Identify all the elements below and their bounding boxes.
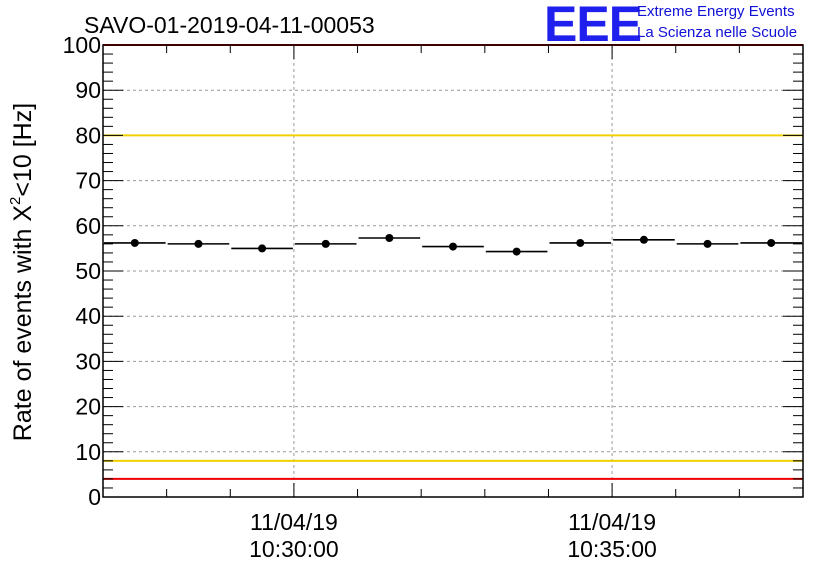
y-axis-label: Rate of events with X2<10 [Hz]: [7, 103, 37, 441]
y-tick-label: 80: [75, 122, 101, 148]
eee-logo: EEE: [544, 0, 642, 52]
x-tick-time-label: 10:30:00: [249, 536, 339, 562]
data-point: [767, 238, 776, 247]
axis-ticks: [102, 44, 804, 498]
logo-subtitle-line2: La Scienza nelle Scuole: [637, 24, 798, 41]
data-point: [449, 242, 457, 251]
grid-layer: [103, 45, 803, 497]
data-point: [321, 239, 330, 248]
y-tick-label: 0: [88, 484, 101, 510]
y-tick-label: 50: [75, 258, 101, 284]
y-tick-label: 70: [75, 168, 101, 194]
data-point: [130, 238, 139, 247]
y-tick-label: 20: [75, 394, 101, 420]
logo-subtitle-line1: Extreme Energy Events: [637, 3, 795, 20]
x-tick-date-label: 11/04/19: [250, 509, 338, 535]
data-point: [258, 244, 267, 253]
data-point: [194, 239, 203, 248]
tick-labels: 010203040506070809010011/04/1910:30:0011…: [63, 32, 657, 562]
data-point: [639, 235, 648, 244]
y-tick-label: 90: [75, 77, 101, 103]
data-point: [576, 238, 585, 247]
y-tick-label: 40: [75, 303, 101, 329]
x-tick-date-label: 11/04/19: [568, 509, 656, 535]
data-series: [104, 234, 802, 256]
data-point: [385, 234, 394, 243]
y-tick-label: 100: [63, 32, 101, 58]
chart-title: SAVO-01-2019-04-11-00053: [84, 12, 375, 38]
data-point: [512, 247, 521, 256]
data-point: [703, 239, 712, 248]
y-axis-label-superscript: 2: [7, 197, 24, 205]
y-tick-label: 60: [75, 213, 101, 239]
y-tick-label: 10: [75, 439, 101, 465]
y-tick-label: 30: [75, 348, 101, 374]
reference-lines: [103, 44, 803, 480]
x-tick-time-label: 10:35:00: [567, 536, 657, 562]
